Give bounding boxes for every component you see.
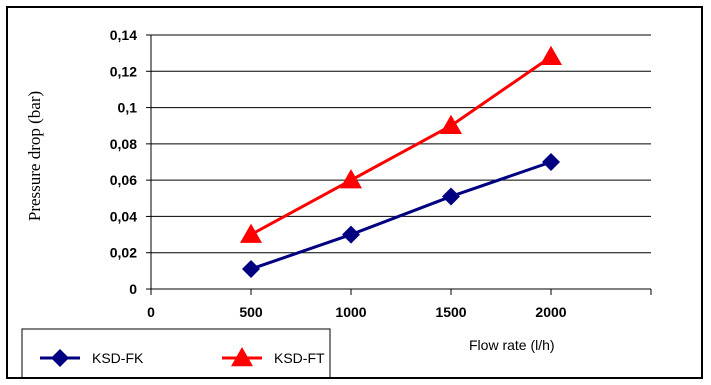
- data-point: [440, 114, 462, 134]
- legend: KSD-FK KSD-FT: [21, 328, 331, 377]
- series-KSD-FT: [240, 45, 562, 243]
- x-tick-label: 0: [147, 304, 155, 320]
- data-point: [342, 225, 360, 244]
- data-point: [240, 223, 262, 243]
- legend-entry: KSD-FT: [222, 347, 325, 367]
- y-tick-label: 0,12: [110, 63, 137, 79]
- y-tick-label: 0,08: [110, 136, 137, 152]
- legend-label: KSD-FT: [274, 350, 325, 366]
- data-point: [542, 153, 560, 171]
- chart-frame: 0 0,02 0,04 0,06 0,08 0,1 0,12 0,14 0 500 1000 150…: [6, 6, 703, 379]
- legend-marker: [51, 349, 69, 367]
- y-tick-label: 0,1: [118, 100, 138, 116]
- x-tick-labels: 0 500 1000 1500 2000: [147, 304, 567, 320]
- legend-entry: KSD-FK: [40, 349, 144, 367]
- y-tick-label: 0,04: [110, 208, 137, 224]
- data-point: [242, 260, 260, 279]
- axes: [146, 34, 652, 295]
- legend-label: KSD-FK: [92, 350, 144, 366]
- legend-box: [21, 328, 331, 377]
- y-tick-labels: 0 0,02 0,04 0,06 0,08 0,1 0,12 0,14: [110, 27, 137, 297]
- x-axis-label: Flow rate (l/h): [469, 337, 555, 353]
- y-tick-label: 0,02: [110, 245, 137, 261]
- x-tick-label: 500: [239, 304, 263, 320]
- gridlines: [151, 34, 651, 254]
- x-tick-label: 2000: [535, 304, 566, 320]
- x-tick-label: 1000: [335, 304, 366, 320]
- chart-svg: 0 0,02 0,04 0,06 0,08 0,1 0,12 0,14 0 500 1000 150…: [21, 27, 652, 377]
- data-point: [540, 45, 562, 66]
- series-KSD-FK: [242, 153, 560, 279]
- legend-marker: [231, 347, 253, 367]
- y-axis-label: Pressure drop (bar): [25, 91, 44, 221]
- series-line: [250, 160, 552, 271]
- data-point: [340, 169, 362, 189]
- y-tick-label: 0,06: [110, 172, 137, 188]
- series-line: [250, 55, 552, 236]
- y-tick-label: 0,14: [110, 27, 137, 43]
- x-tick-label: 1500: [435, 304, 466, 320]
- series: [240, 45, 562, 279]
- data-point: [442, 187, 460, 206]
- y-tick-label: 0: [129, 281, 137, 297]
